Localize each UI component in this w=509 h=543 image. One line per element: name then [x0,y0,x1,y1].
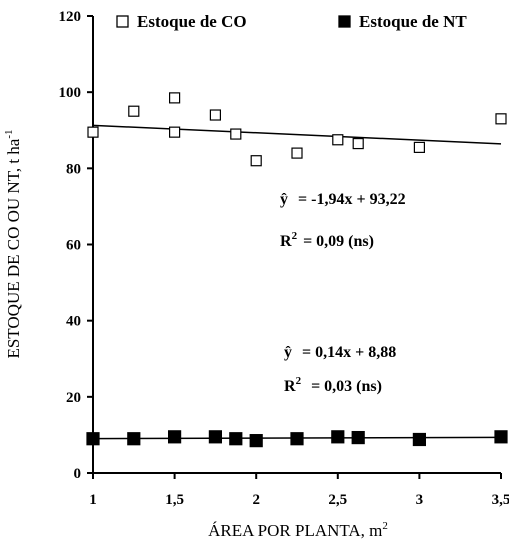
x-axis-title-sup: 2 [382,520,388,532]
co-data-point [352,137,364,150]
r2-co-r: R [280,233,292,250]
y-axis-title-sup: -1 [3,129,15,138]
equation-nt-text: = 0,14x + 8,88 [302,344,396,361]
y-tick-label: 40 [66,314,81,330]
equation-co: ŷ = -1,94x + 93,22 R2 = 0,09 (ns) [280,191,406,250]
equation-co-text: = -1,94x + 93,22 [298,191,406,208]
legend-marker-co [116,15,129,28]
r2-nt-value: = 0,03 (ns) [311,378,382,395]
series-nt-points [86,430,508,448]
series-co-points [87,92,507,167]
co-data-point [209,109,221,121]
trendline-co [92,124,502,145]
nt-data-point [412,432,426,447]
legend-label-nt: Estoque de NT [359,12,467,31]
nt-data-point [127,432,141,446]
r2-nt: R2 = 0,03 (ns) [284,375,382,395]
nt-data-point [208,430,222,444]
yhat-symbol-nt: ŷ [284,344,292,361]
r2-co-value: = 0,09 (ns) [303,233,374,250]
nt-data-point [331,430,345,444]
yhat-symbol-co: ŷ [280,191,288,208]
x-tick-label: 3,5 [492,492,509,508]
x-tick-label: 1 [89,492,97,508]
y-tick-label: 0 [74,466,82,482]
x-axis-title: ÁREA POR PLANTA, m2 [208,520,388,540]
r2-co-sup: 2 [292,230,298,242]
nt-data-point [168,430,182,444]
co-data-point [230,128,242,140]
co-data-point [87,126,99,138]
x-tick-label: 2,5 [328,492,347,508]
co-data-point [169,126,181,138]
x-tick-label: 1,5 [165,492,184,508]
co-data-point [169,92,181,104]
nt-data-point [351,430,365,445]
r2-nt-r: R [284,378,296,395]
y-tick-label: 20 [66,390,81,406]
equation-nt: ŷ = 0,14x + 8,88 R2 = 0,03 (ns) [284,344,396,395]
co-data-point [128,105,140,117]
legend: Estoque de CO Estoque de NT [116,12,467,31]
r2-co: R2 = 0,09 (ns) [280,230,374,250]
r2-nt-sup: 2 [296,375,302,387]
y-axis-ticks: 0 20 40 60 80 100 120 [59,9,93,482]
x-tick-label: 3 [416,492,424,508]
y-axis-title: ESTOQUE DE CO OU NT, t ha-1 [3,129,23,358]
x-axis-title-text: ÁREA POR PLANTA, m [208,521,382,540]
y-axis-title-text: ESTOQUE DE CO OU NT, t ha [4,138,23,358]
x-tick-label: 2 [252,492,260,508]
co-data-point [250,155,262,167]
co-data-point [332,134,344,146]
nt-data-point [229,432,243,446]
legend-marker-nt [338,15,351,28]
nt-data-point [86,432,100,446]
nt-data-point [494,430,508,444]
legend-label-co: Estoque de CO [137,12,247,31]
y-tick-label: 80 [66,161,81,177]
y-tick-label: 100 [59,85,82,101]
co-data-point [413,141,425,153]
y-tick-label: 120 [59,9,82,25]
x-axis-ticks: 1 1,5 2 2,5 3 3,5 [89,473,509,508]
co-data-point [291,147,303,159]
co-data-point [495,113,507,125]
nt-data-point [290,432,304,446]
nt-data-point [249,434,263,448]
y-tick-label: 60 [66,238,81,254]
